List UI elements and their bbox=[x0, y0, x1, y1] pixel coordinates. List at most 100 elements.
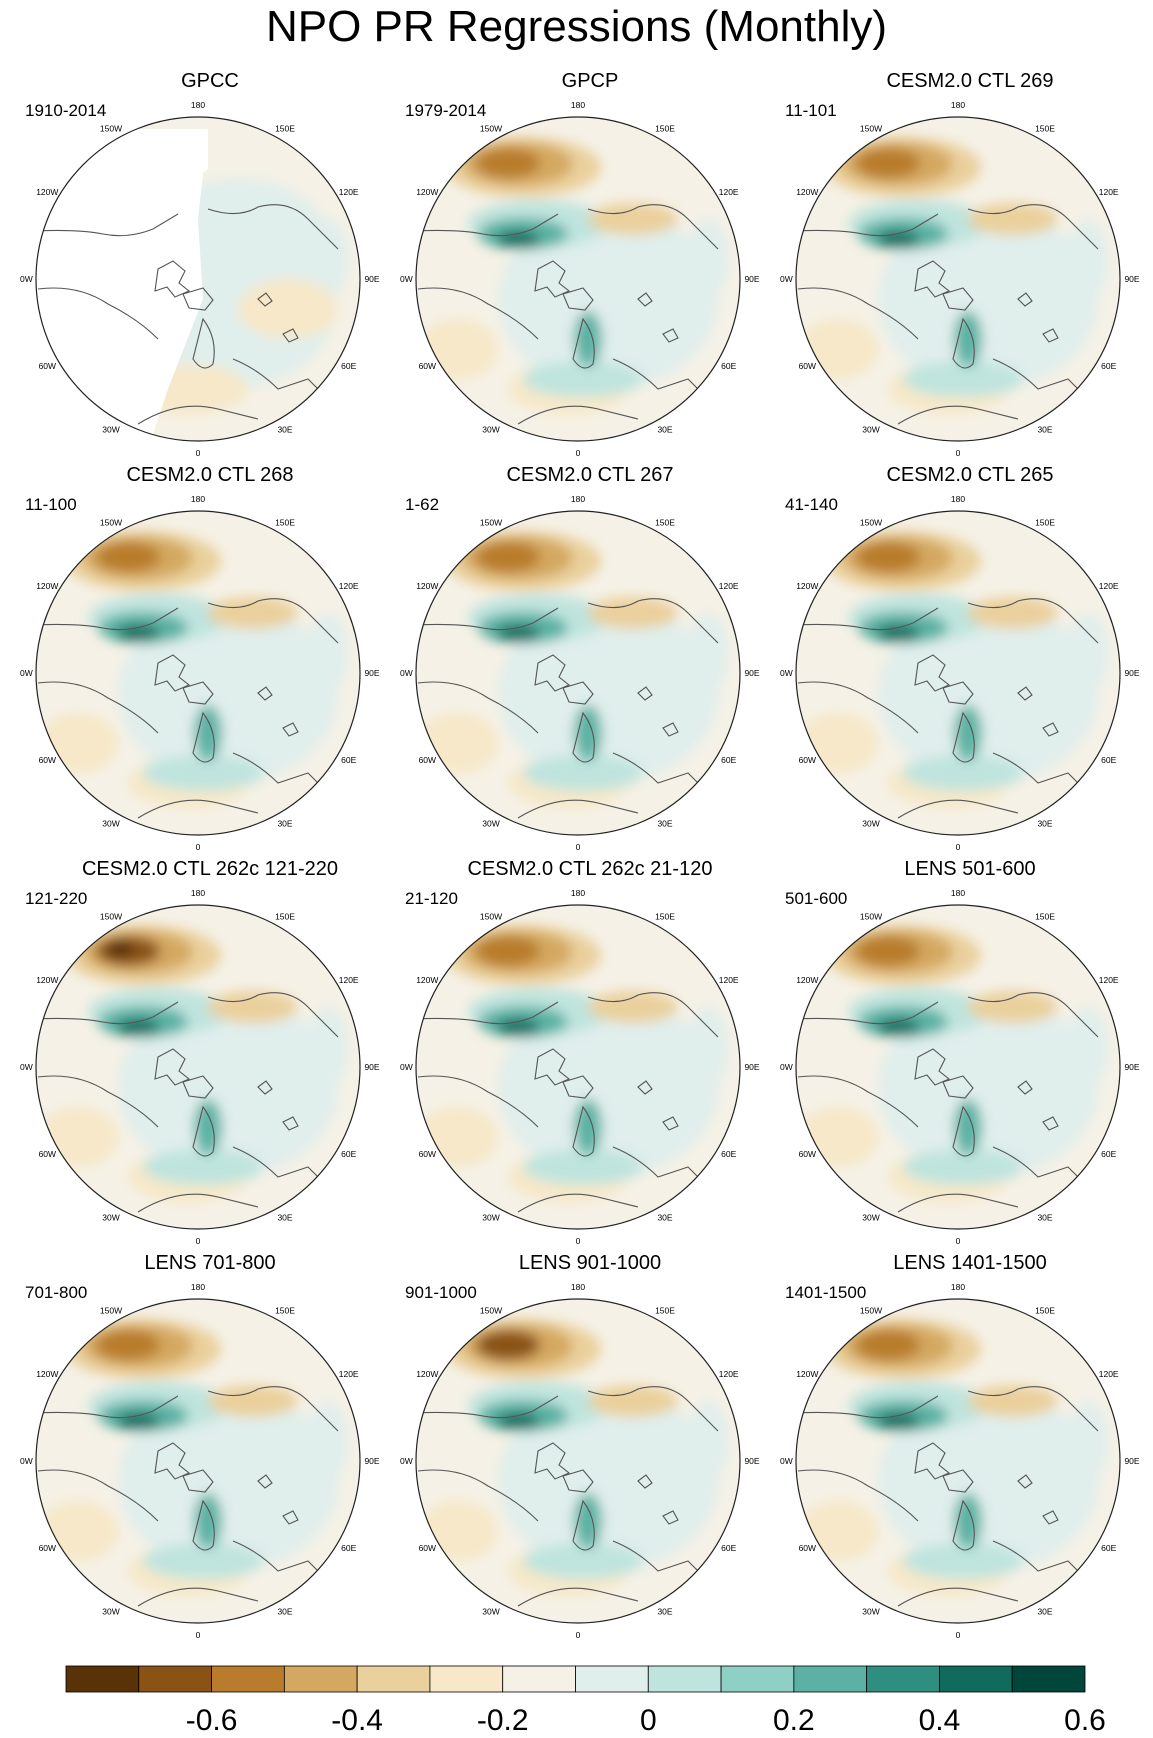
colorbar-swatch bbox=[647, 1665, 722, 1693]
coastlines bbox=[36, 1386, 339, 1607]
longitude-label: 60W bbox=[419, 1543, 436, 1553]
longitude-label: 0 bbox=[576, 1236, 581, 1246]
longitude-label: 0 bbox=[196, 1630, 201, 1640]
longitude-label: 90E bbox=[1124, 668, 1139, 678]
panel-title: GPCP bbox=[561, 70, 619, 92]
colorbar-swatch bbox=[65, 1665, 140, 1693]
polar-map: 180 150E 120E 90E 60E 30E 0 30W 60W 90W 120W 150W bbox=[780, 1282, 1140, 1640]
longitude-label: 90E bbox=[744, 1062, 759, 1072]
longitude-label: 90E bbox=[1124, 1062, 1139, 1072]
negative-anomaly bbox=[968, 597, 1058, 629]
panel-period: 1979-2014 bbox=[405, 101, 487, 120]
longitude-label: 60E bbox=[341, 1543, 356, 1553]
longitude-label: 120W bbox=[36, 1369, 58, 1379]
negative-anomaly bbox=[476, 542, 540, 572]
longitude-label: 180 bbox=[571, 100, 585, 110]
positive-anomaly bbox=[903, 1543, 1023, 1579]
polar-map: 180 150E 120E 90E 60E 30E 0 30W 60W 90W 120W 150W bbox=[400, 1282, 760, 1640]
polar-map: 180 150E 120E 90E 60E 30E 0 30W 60W 90W 120W 150W bbox=[20, 888, 380, 1246]
positive-anomaly bbox=[878, 209, 1098, 389]
map-panel-10: LENS 701-800 701-800 180 150E 120E 90E 60E 30… bbox=[20, 1252, 400, 1647]
longitude-label: 60W bbox=[799, 1149, 816, 1159]
longitude-label: 90W bbox=[400, 668, 413, 678]
panel-title: GPCC bbox=[181, 70, 239, 92]
map-boundary bbox=[415, 510, 741, 836]
longitude-label: 60E bbox=[721, 755, 736, 765]
negative-anomaly bbox=[476, 1330, 540, 1360]
coastlines bbox=[36, 204, 339, 425]
colorbar-swatch bbox=[575, 1665, 649, 1693]
longitude-label: 120E bbox=[719, 1369, 739, 1379]
longitude-label: 30E bbox=[1037, 1607, 1052, 1617]
coastlines bbox=[416, 1386, 719, 1607]
positive-anomaly bbox=[143, 755, 263, 791]
coastlines bbox=[796, 1386, 1099, 1607]
polar-map: 180 150E 120E 90E 60E 30E 0 30W 60W 90W 120W 150W bbox=[20, 1282, 380, 1640]
panel-title: CESM2.0 CTL 262c 121-220 bbox=[81, 858, 339, 880]
panel-period: 901-1000 bbox=[405, 1283, 477, 1302]
longitude-label: 60W bbox=[419, 361, 436, 371]
negative-anomaly bbox=[968, 991, 1058, 1023]
colorbar-tick-label: -0.6 bbox=[186, 1704, 238, 1737]
longitude-label: 90W bbox=[780, 1456, 793, 1466]
panel-period: 501-600 bbox=[785, 889, 848, 908]
longitude-label: 30E bbox=[1037, 425, 1052, 435]
longitude-label: 120W bbox=[416, 187, 438, 197]
positive-anomaly bbox=[498, 997, 718, 1177]
longitude-label: 180 bbox=[951, 888, 965, 898]
longitude-label: 150E bbox=[1035, 517, 1055, 527]
longitude-label: 0 bbox=[196, 1236, 201, 1246]
longitude-label: 60W bbox=[39, 755, 56, 765]
longitude-label: 0 bbox=[956, 842, 961, 852]
longitude-label: 120W bbox=[796, 975, 818, 985]
longitude-label: 60E bbox=[341, 361, 356, 371]
colorbar-tick-label: 0 bbox=[640, 1704, 657, 1737]
longitude-label: 90W bbox=[20, 1456, 33, 1466]
longitude-label: 60W bbox=[799, 755, 816, 765]
map-boundary bbox=[415, 116, 741, 442]
longitude-label: 30W bbox=[102, 425, 119, 435]
longitude-label: 30W bbox=[102, 819, 119, 829]
colorbar-swatch bbox=[939, 1665, 1013, 1693]
longitude-label: 30E bbox=[657, 1213, 672, 1223]
longitude-label: 180 bbox=[191, 888, 205, 898]
map-boundary bbox=[795, 510, 1121, 836]
colorbar-swatch bbox=[1011, 1665, 1086, 1693]
positive-anomaly bbox=[878, 603, 1098, 783]
longitude-label: 60W bbox=[39, 361, 56, 371]
colorbar: -0.6 -0.4 -0.2 0 0.2 0.4 0.6 bbox=[65, 1665, 1106, 1737]
longitude-label: 60E bbox=[1101, 1149, 1116, 1159]
longitude-label: 30W bbox=[482, 425, 499, 435]
longitude-label: 120E bbox=[719, 975, 739, 985]
longitude-label: 90W bbox=[780, 1062, 793, 1072]
longitude-label: 120E bbox=[719, 187, 739, 197]
longitude-label: 60E bbox=[1101, 361, 1116, 371]
positive-anomaly bbox=[523, 1149, 643, 1185]
longitude-label: 180 bbox=[571, 494, 585, 504]
coastlines bbox=[416, 204, 719, 425]
longitude-label: 150E bbox=[275, 517, 295, 527]
map-panel-12: LENS 1401-1500 1401-1500 180 150E 120E 90E 6… bbox=[780, 1252, 1153, 1647]
colorbar-swatch bbox=[866, 1665, 940, 1693]
positive-anomaly bbox=[1068, 1007, 1108, 1087]
longitude-label: 150E bbox=[655, 517, 675, 527]
longitude-label: 60W bbox=[799, 1543, 816, 1553]
negative-anomaly bbox=[96, 1330, 160, 1360]
longitude-label: 150E bbox=[655, 1305, 675, 1315]
longitude-label: 180 bbox=[951, 1282, 965, 1292]
longitude-label: 90W bbox=[20, 1062, 33, 1072]
panel-period: 11-101 bbox=[785, 101, 837, 120]
longitude-label: 90W bbox=[780, 668, 793, 678]
longitude-label: 150W bbox=[480, 911, 502, 921]
panel-title: CESM2.0 CTL 262c 21-120 bbox=[467, 858, 713, 880]
negative-anomaly bbox=[968, 1385, 1058, 1417]
longitude-label: 150E bbox=[1035, 911, 1055, 921]
longitude-label: 180 bbox=[191, 100, 205, 110]
polar-map: 180 150E 120E 90E 60E 30E 0 30W 60W 90W 120W 150W bbox=[20, 494, 380, 852]
longitude-label: 30W bbox=[102, 1213, 119, 1223]
colorbar-swatch bbox=[283, 1665, 358, 1693]
map-boundary bbox=[35, 904, 361, 1230]
negative-anomaly bbox=[588, 991, 678, 1023]
longitude-label: 150W bbox=[480, 123, 502, 133]
longitude-label: 120E bbox=[339, 975, 359, 985]
